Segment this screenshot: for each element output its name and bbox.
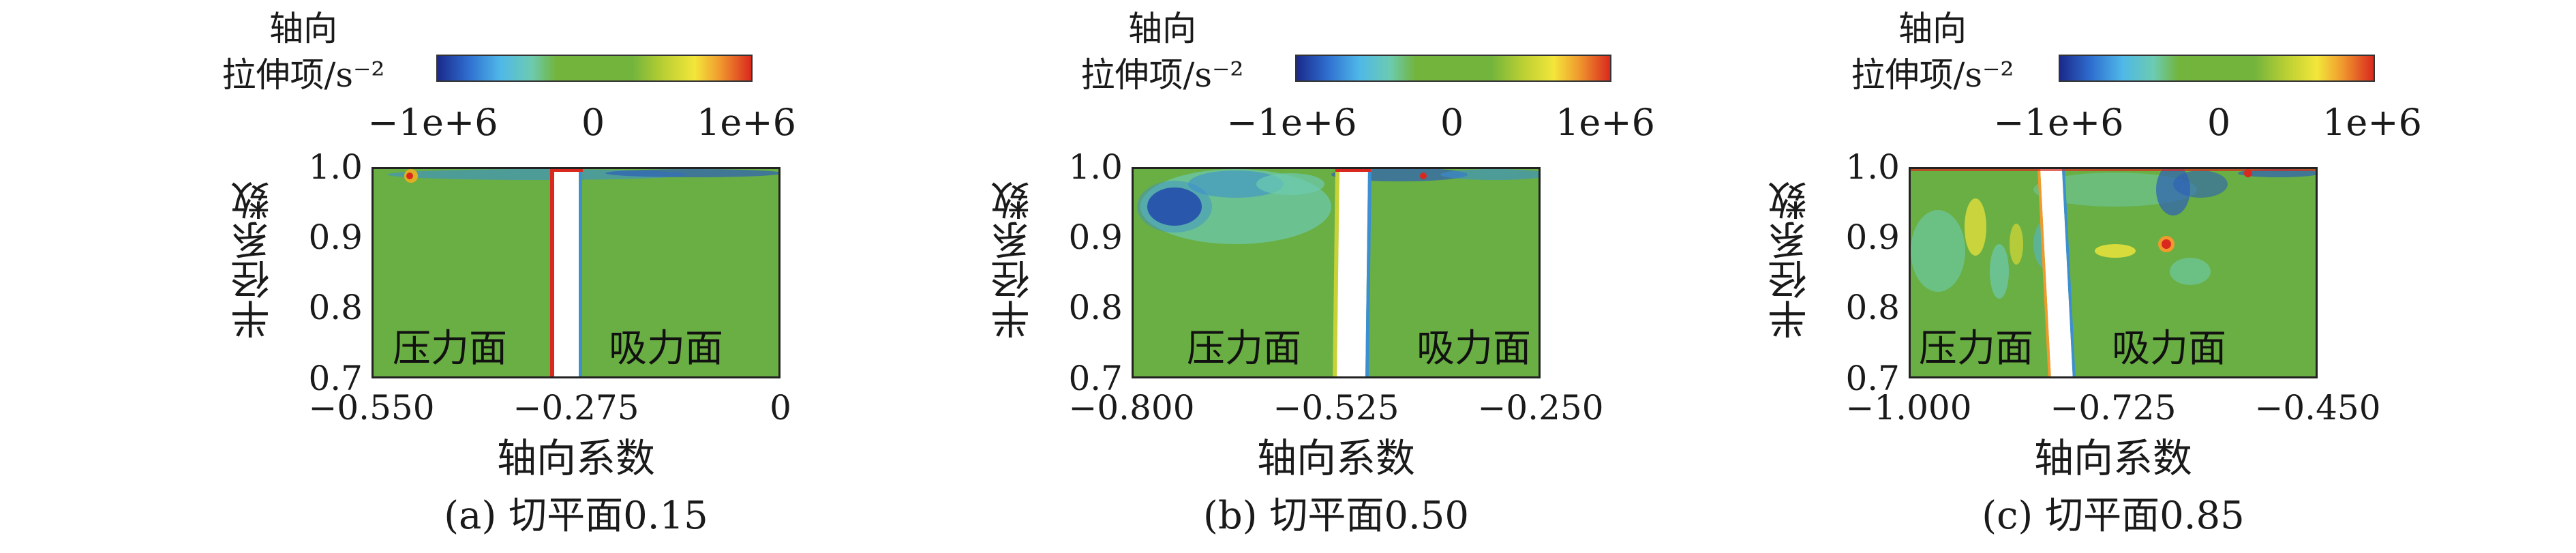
panel-c: 轴向 拉伸项/s⁻² −1e+6 0 1e+6 压力面 吸 bbox=[1718, 0, 2576, 553]
panel-b: 轴向 拉伸项/s⁻² −1e+6 0 1e+6 压力面 吸力面 1.0 0.9 … bbox=[859, 0, 1718, 553]
y-tick-0.7: 0.7 bbox=[308, 359, 363, 398]
y-tick-0.8: 0.8 bbox=[1068, 288, 1123, 327]
x-tick-mid: −0.725 bbox=[2050, 388, 2177, 428]
colorbar-title: 轴向 拉伸项/s⁻² bbox=[1050, 8, 1275, 95]
x-tick-left: −0.800 bbox=[1068, 388, 1195, 428]
colorbar-title-line1: 轴向 bbox=[1128, 9, 1196, 48]
panel-a: 轴向 拉伸项/s⁻² −1e+6 0 1e+6 压力面 吸力面 1.0 0.9 … bbox=[0, 0, 859, 553]
colorbar-tick-mid: 0 bbox=[581, 101, 605, 144]
panel-caption: (b) 切平面0.50 bbox=[1202, 494, 1470, 538]
y-tick-0.9: 0.9 bbox=[308, 218, 363, 257]
suction-face-label: 吸力面 bbox=[2112, 327, 2226, 371]
colorbar-title-line2: 拉伸项/s⁻² bbox=[222, 55, 385, 95]
colorbar-tick-mid: 0 bbox=[1440, 101, 1464, 144]
y-tick-0.8: 0.8 bbox=[1845, 288, 1900, 327]
suction-face-label: 吸力面 bbox=[609, 327, 723, 371]
y-axis-label: 半径系数 bbox=[1768, 181, 1814, 339]
x-tick-left: −0.550 bbox=[308, 388, 435, 428]
x-tick-mid: −0.275 bbox=[513, 388, 639, 428]
colorbar-tick-mid: 0 bbox=[2207, 101, 2231, 144]
x-tick-right: 0 bbox=[770, 388, 791, 428]
panel-caption: (a) 切平面0.15 bbox=[444, 494, 708, 538]
pressure-face-label: 压力面 bbox=[1187, 327, 1301, 371]
x-tick-right: −0.450 bbox=[2254, 388, 2381, 428]
x-tick-mid: −0.525 bbox=[1273, 388, 1399, 428]
colorbar-tick-min: −1e+6 bbox=[1993, 101, 2124, 144]
colorbar bbox=[1295, 55, 1611, 82]
y-tick-1.0: 1.0 bbox=[1845, 147, 1900, 187]
y-tick-0.8: 0.8 bbox=[308, 288, 363, 327]
colorbar bbox=[436, 55, 753, 82]
y-tick-0.9: 0.9 bbox=[1068, 218, 1123, 257]
colorbar-title: 轴向 拉伸项/s⁻² bbox=[191, 8, 416, 95]
y-tick-1.0: 1.0 bbox=[1068, 147, 1123, 187]
heatmap-field bbox=[374, 169, 778, 376]
colorbar-tick-max: 1e+6 bbox=[1556, 101, 1655, 144]
y-tick-0.9: 0.9 bbox=[1845, 218, 1900, 257]
colorbar-title: 轴向 拉伸项/s⁻² bbox=[1820, 8, 2045, 95]
colorbar-tick-min: −1e+6 bbox=[367, 101, 498, 144]
colorbar-title-line1: 轴向 bbox=[1898, 9, 1967, 48]
colorbar-tick-max: 1e+6 bbox=[697, 101, 796, 144]
colorbar-title-line1: 轴向 bbox=[269, 9, 337, 48]
suction-face-label: 吸力面 bbox=[1416, 327, 1531, 371]
pressure-face-label: 压力面 bbox=[393, 327, 507, 371]
y-tick-0.7: 0.7 bbox=[1068, 359, 1123, 398]
x-tick-left: −1.000 bbox=[1845, 388, 1972, 428]
colorbar-tick-max: 1e+6 bbox=[2322, 101, 2422, 144]
y-axis-label: 半径系数 bbox=[990, 181, 1037, 339]
colorbar bbox=[2059, 55, 2375, 82]
x-axis-label: 轴向系数 bbox=[2033, 435, 2192, 481]
panel-caption: (c) 切平面0.85 bbox=[1982, 494, 2245, 538]
heatmap-field bbox=[1134, 169, 1539, 376]
colorbar-title-line2: 拉伸项/s⁻² bbox=[1851, 55, 2014, 95]
heatmap-field bbox=[1911, 169, 2316, 376]
y-tick-0.7: 0.7 bbox=[1845, 359, 1900, 398]
colorbar-title-line2: 拉伸项/s⁻² bbox=[1080, 55, 1244, 95]
heatmap-plot: 压力面 吸力面 bbox=[372, 167, 781, 378]
heatmap-plot: 压力面 吸力面 bbox=[1132, 167, 1541, 378]
x-axis-label: 轴向系数 bbox=[496, 435, 655, 481]
colorbar-tick-min: −1e+6 bbox=[1226, 101, 1357, 144]
pressure-face-label: 压力面 bbox=[1919, 327, 2033, 371]
y-tick-1.0: 1.0 bbox=[308, 147, 363, 187]
heatmap-plot: 压力面 吸力面 bbox=[1909, 167, 2318, 378]
x-tick-right: −0.250 bbox=[1477, 388, 1604, 428]
x-axis-label: 轴向系数 bbox=[1256, 435, 1415, 481]
y-axis-label: 半径系数 bbox=[230, 181, 277, 339]
